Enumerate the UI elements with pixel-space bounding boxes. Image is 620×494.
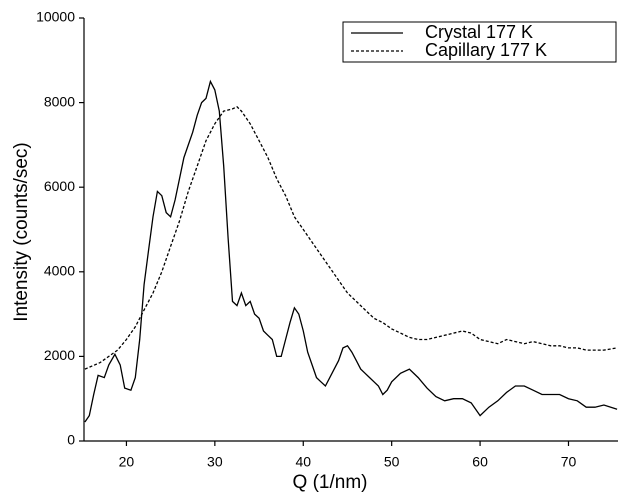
y-tick-label: 0 [67,432,75,448]
data-line [84,106,618,370]
y-tick-label: 10000 [36,9,75,25]
y-tick-label: 4000 [44,263,75,279]
x-tick-label: 60 [472,454,488,470]
x-tick-label: 70 [561,454,577,470]
y-axis-title: Intensity (counts/sec) [11,142,32,322]
y-tick-label: 8000 [44,93,75,109]
legend-box [342,21,617,63]
legend-label: Capillary 177 K [425,40,547,60]
x-tick-label: 40 [295,454,311,470]
x-tick-label: 30 [207,454,223,470]
x-axis-title: Q (1/nm) [293,472,368,493]
x-tick-label: 50 [384,454,400,470]
y-tick-label: 2000 [44,347,75,363]
data-line [84,79,618,423]
y-tick-label: 6000 [44,178,75,194]
x-tick-label: 20 [119,454,135,470]
legend-label: Crystal 177 K [425,22,533,42]
